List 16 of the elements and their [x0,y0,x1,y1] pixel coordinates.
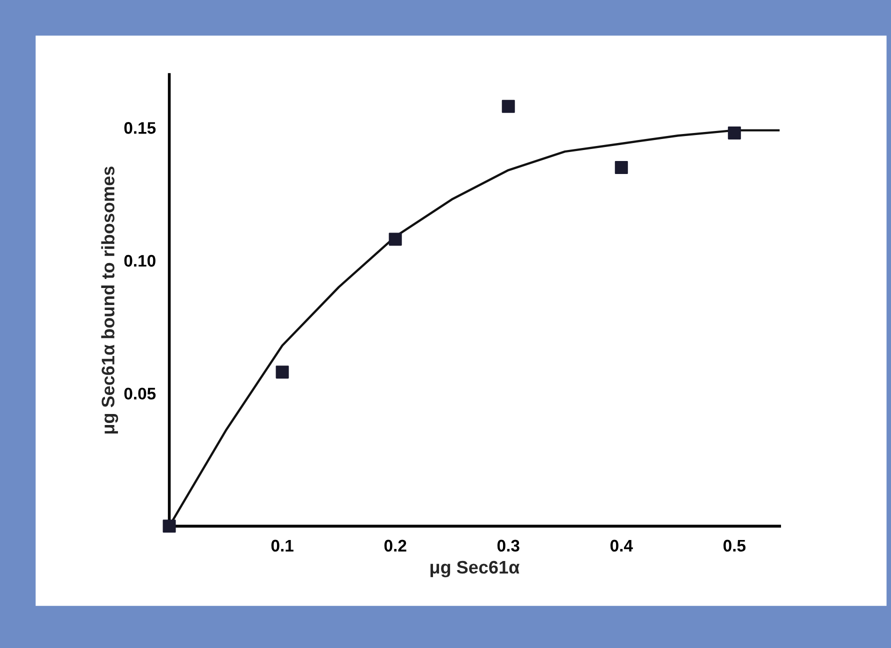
point [162,520,176,533]
y-axis-title: μg Sec61α bound to ribosomes [101,166,118,434]
x-axis-title: μg Sec61α [430,560,520,578]
point [614,161,628,174]
point [276,366,289,379]
y-tick-label: 0.05 [124,388,156,400]
point [388,232,402,246]
point [728,126,741,140]
x-tick-label: 0.4 [610,540,633,552]
y-tick-label: 0.15 [124,122,156,134]
x-tick-label: 0.2 [384,540,406,552]
y-tick-label: 0.10 [124,254,156,267]
x-tick-label: 0.3 [497,540,520,552]
point [502,100,515,113]
x-tick-label: 0.5 [723,540,746,552]
x-tick-label: 0.1 [271,540,294,552]
